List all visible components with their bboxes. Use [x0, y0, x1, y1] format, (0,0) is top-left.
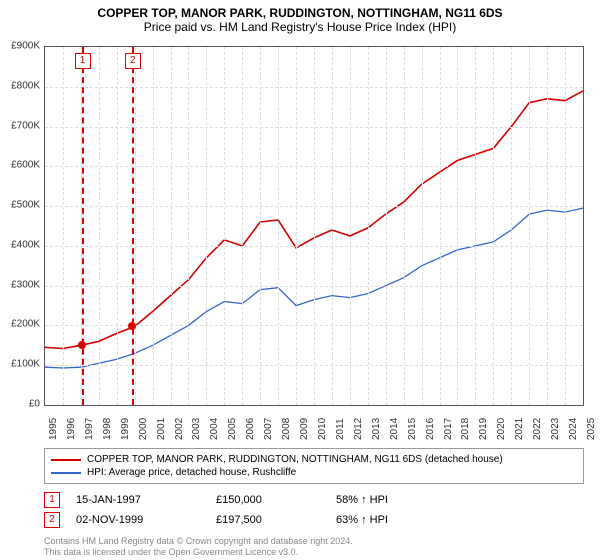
- legend-label: COPPER TOP, MANOR PARK, RUDDINGTON, NOTT…: [87, 454, 503, 465]
- chart-container: COPPER TOP, MANOR PARK, RUDDINGTON, NOTT…: [0, 0, 600, 560]
- sale-price: £197,500: [216, 514, 336, 526]
- legend-swatch: [51, 459, 81, 461]
- sale-hpi: 58% ↑ HPI: [336, 494, 436, 506]
- x-tick-label: 2023: [550, 418, 561, 440]
- chart-subtitle: Price paid vs. HM Land Registry's House …: [0, 20, 600, 38]
- x-tick-label: 2000: [138, 418, 149, 440]
- chart-legend: COPPER TOP, MANOR PARK, RUDDINGTON, NOTT…: [44, 448, 584, 484]
- sale-hpi: 63% ↑ HPI: [336, 514, 436, 526]
- y-tick-label: £900K: [11, 41, 40, 52]
- x-tick-label: 2001: [156, 418, 167, 440]
- y-tick-label: £800K: [11, 80, 40, 91]
- legend-row: COPPER TOP, MANOR PARK, RUDDINGTON, NOTT…: [51, 453, 577, 466]
- sale-marker-icon: 2: [44, 512, 60, 528]
- x-tick-label: 1996: [66, 418, 77, 440]
- y-tick-label: £400K: [11, 239, 40, 250]
- y-tick-label: £200K: [11, 319, 40, 330]
- legend-swatch: [51, 472, 81, 474]
- legend-label: HPI: Average price, detached house, Rush…: [87, 467, 296, 478]
- x-tick-label: 1997: [84, 418, 95, 440]
- x-tick-label: 2008: [281, 418, 292, 440]
- x-tick-label: 2013: [371, 418, 382, 440]
- x-tick-label: 2002: [174, 418, 185, 440]
- x-tick-label: 2006: [245, 418, 256, 440]
- sale-marker-dot: [78, 341, 86, 349]
- x-tick-label: 2015: [407, 418, 418, 440]
- x-tick-label: 2025: [586, 418, 597, 440]
- x-tick-label: 2012: [353, 418, 364, 440]
- chart-plot-area: 12: [44, 46, 584, 406]
- x-axis-labels: 1995 1996 1997 1998 1999 2000 2001 2002 2003 2004…: [44, 408, 584, 448]
- y-tick-label: £300K: [11, 279, 40, 290]
- sale-date: 15-JAN-1997: [76, 494, 216, 506]
- sale-price: £150,000: [216, 494, 336, 506]
- table-row: 1 15-JAN-1997 £150,000 58% ↑ HPI: [44, 490, 584, 510]
- x-tick-label: 1995: [48, 418, 59, 440]
- x-tick-label: 2011: [335, 418, 346, 440]
- sale-marker-icon: 1: [75, 53, 91, 69]
- x-tick-label: 2022: [532, 418, 543, 440]
- footer-line: This data is licensed under the Open Gov…: [44, 547, 353, 558]
- legend-row: HPI: Average price, detached house, Rush…: [51, 466, 577, 479]
- sales-table: 1 15-JAN-1997 £150,000 58% ↑ HPI 2 02-NO…: [44, 490, 584, 530]
- x-tick-label: 2016: [425, 418, 436, 440]
- x-tick-label: 1998: [102, 418, 113, 440]
- sale-marker-dot: [128, 322, 136, 330]
- sale-date: 02-NOV-1999: [76, 514, 216, 526]
- y-tick-label: £100K: [11, 359, 40, 370]
- x-tick-label: 2019: [478, 418, 489, 440]
- x-tick-label: 2014: [389, 418, 400, 440]
- x-tick-label: 2007: [263, 418, 274, 440]
- x-tick-label: 2009: [299, 418, 310, 440]
- x-tick-label: 1999: [120, 418, 131, 440]
- footer-line: Contains HM Land Registry data © Crown c…: [44, 536, 353, 547]
- y-axis-labels: £0£100K£200K£300K£400K£500K£600K£700K£80…: [0, 46, 42, 406]
- x-tick-label: 2017: [443, 418, 454, 440]
- x-tick-label: 2005: [227, 418, 238, 440]
- y-tick-label: £500K: [11, 200, 40, 211]
- chart-title: COPPER TOP, MANOR PARK, RUDDINGTON, NOTT…: [0, 0, 600, 20]
- x-tick-label: 2020: [496, 418, 507, 440]
- x-tick-label: 2004: [209, 418, 220, 440]
- chart-footer: Contains HM Land Registry data © Crown c…: [44, 536, 353, 558]
- table-row: 2 02-NOV-1999 £197,500 63% ↑ HPI: [44, 510, 584, 530]
- y-tick-label: £700K: [11, 120, 40, 131]
- y-tick-label: £0: [29, 399, 40, 410]
- sale-marker-icon: 1: [44, 492, 60, 508]
- sale-marker-icon: 2: [125, 53, 141, 69]
- x-tick-label: 2003: [191, 418, 202, 440]
- x-tick-label: 2021: [514, 418, 525, 440]
- x-tick-label: 2018: [460, 418, 471, 440]
- y-tick-label: £600K: [11, 160, 40, 171]
- x-tick-label: 2024: [568, 418, 579, 440]
- x-tick-label: 2010: [317, 418, 328, 440]
